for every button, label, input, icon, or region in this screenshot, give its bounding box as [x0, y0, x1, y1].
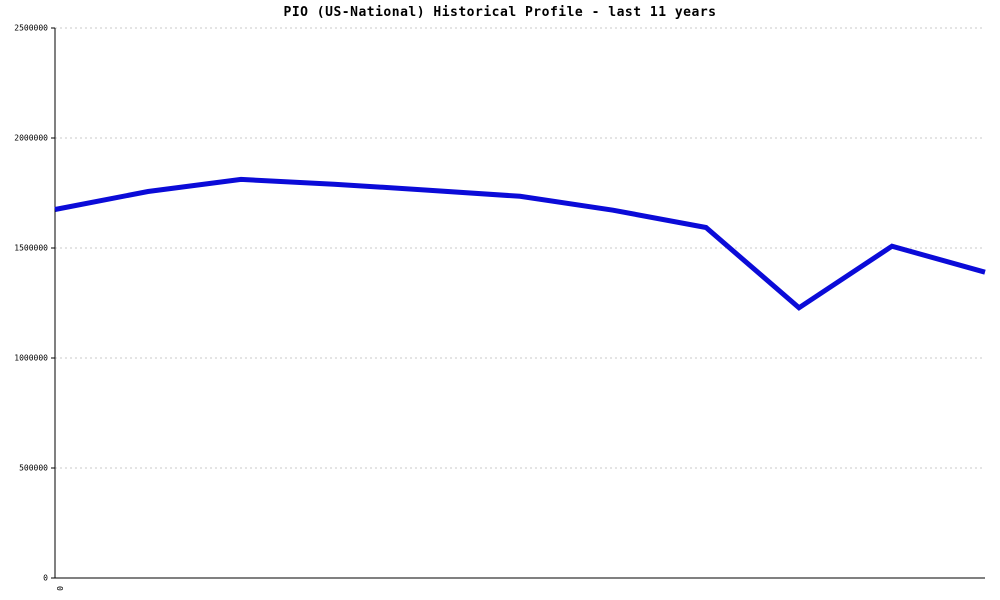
chart-title: PIO (US-National) Historical Profile - l… — [283, 5, 717, 20]
y-tick-label: 2000000 — [14, 134, 48, 143]
y-tick-label: 0 — [43, 574, 48, 583]
y-tick-label: 1000000 — [14, 354, 48, 363]
y-tick-label: 500000 — [19, 464, 48, 473]
y-tick-label: 2500000 — [14, 24, 48, 33]
x-tick-label: 0 — [55, 586, 64, 591]
y-tick-label: 1500000 — [14, 244, 48, 253]
data-line — [54, 176, 986, 311]
